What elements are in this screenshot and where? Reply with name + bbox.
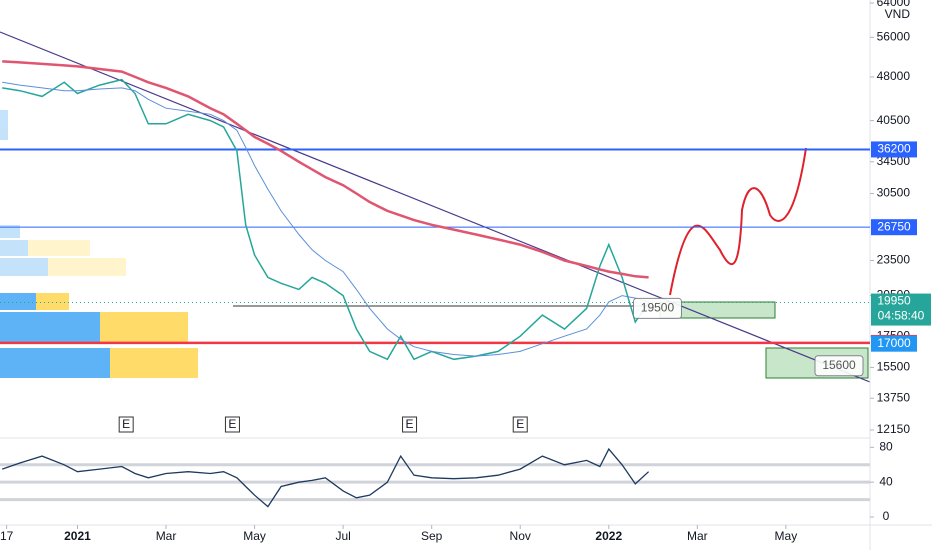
y-tick-label: 12150 bbox=[877, 422, 911, 436]
series-line bbox=[2, 81, 649, 357]
callout-box bbox=[632, 297, 682, 319]
last-price-label: 19950 bbox=[877, 294, 911, 308]
trend-line bbox=[0, 31, 871, 383]
x-tick-label: Mar bbox=[687, 529, 708, 543]
earnings-label: E bbox=[516, 417, 524, 431]
callout-label: 15600 bbox=[822, 358, 856, 372]
x-tick-label: 2022 bbox=[595, 529, 622, 543]
series-line bbox=[2, 60, 649, 279]
earnings-marker bbox=[512, 416, 528, 433]
x-tick-label: 17 bbox=[0, 529, 14, 543]
projection-drawing bbox=[669, 147, 807, 296]
x-tick-label: Jul bbox=[335, 529, 350, 543]
level-badge bbox=[871, 219, 917, 236]
level-badge bbox=[871, 141, 917, 158]
y-tick-label: 15500 bbox=[877, 360, 911, 374]
y-tick-label: 64000 bbox=[877, 0, 911, 9]
y-tick-label: 56000 bbox=[877, 29, 911, 43]
level-label: 17000 bbox=[877, 336, 911, 350]
level-badge bbox=[871, 335, 917, 352]
y-tick-label: 48000 bbox=[877, 69, 911, 83]
countdown: 04:58:40 bbox=[878, 309, 925, 323]
last-price-badge bbox=[871, 293, 931, 326]
series-line bbox=[2, 78, 650, 361]
y-tick-label: 34500 bbox=[877, 154, 911, 168]
y-tick-label: 13750 bbox=[877, 390, 911, 404]
earnings-marker bbox=[118, 416, 134, 433]
osc-tick-label: 0 bbox=[883, 509, 890, 523]
price-axis bbox=[870, 0, 932, 550]
callout-box bbox=[814, 355, 864, 377]
volume-profile bbox=[0, 110, 198, 378]
x-tick-label: May bbox=[775, 529, 798, 543]
x-tick-label: May bbox=[243, 529, 266, 543]
x-tick-label: Sep bbox=[421, 529, 443, 543]
earnings-label: E bbox=[228, 417, 236, 431]
osc-tick-label: 40 bbox=[879, 474, 893, 488]
level-label: 36200 bbox=[877, 142, 911, 156]
y-tick-label: 30500 bbox=[877, 186, 911, 200]
earnings-marker bbox=[224, 416, 240, 433]
x-tick-label: 2021 bbox=[64, 529, 91, 543]
x-tick-label: Nov bbox=[510, 529, 531, 543]
callout-label: 19500 bbox=[641, 301, 675, 315]
osc-tick-label: 80 bbox=[879, 440, 893, 454]
currency-label: VND bbox=[885, 7, 911, 21]
earnings-label: E bbox=[406, 417, 414, 431]
earnings-label: E bbox=[122, 417, 130, 431]
y-tick-label: 23500 bbox=[877, 253, 911, 267]
level-label: 26750 bbox=[877, 219, 911, 233]
x-tick-label: Mar bbox=[156, 529, 177, 543]
y-tick-label: 40500 bbox=[877, 113, 911, 127]
earnings-marker bbox=[402, 416, 418, 433]
osc-line bbox=[1, 447, 650, 508]
